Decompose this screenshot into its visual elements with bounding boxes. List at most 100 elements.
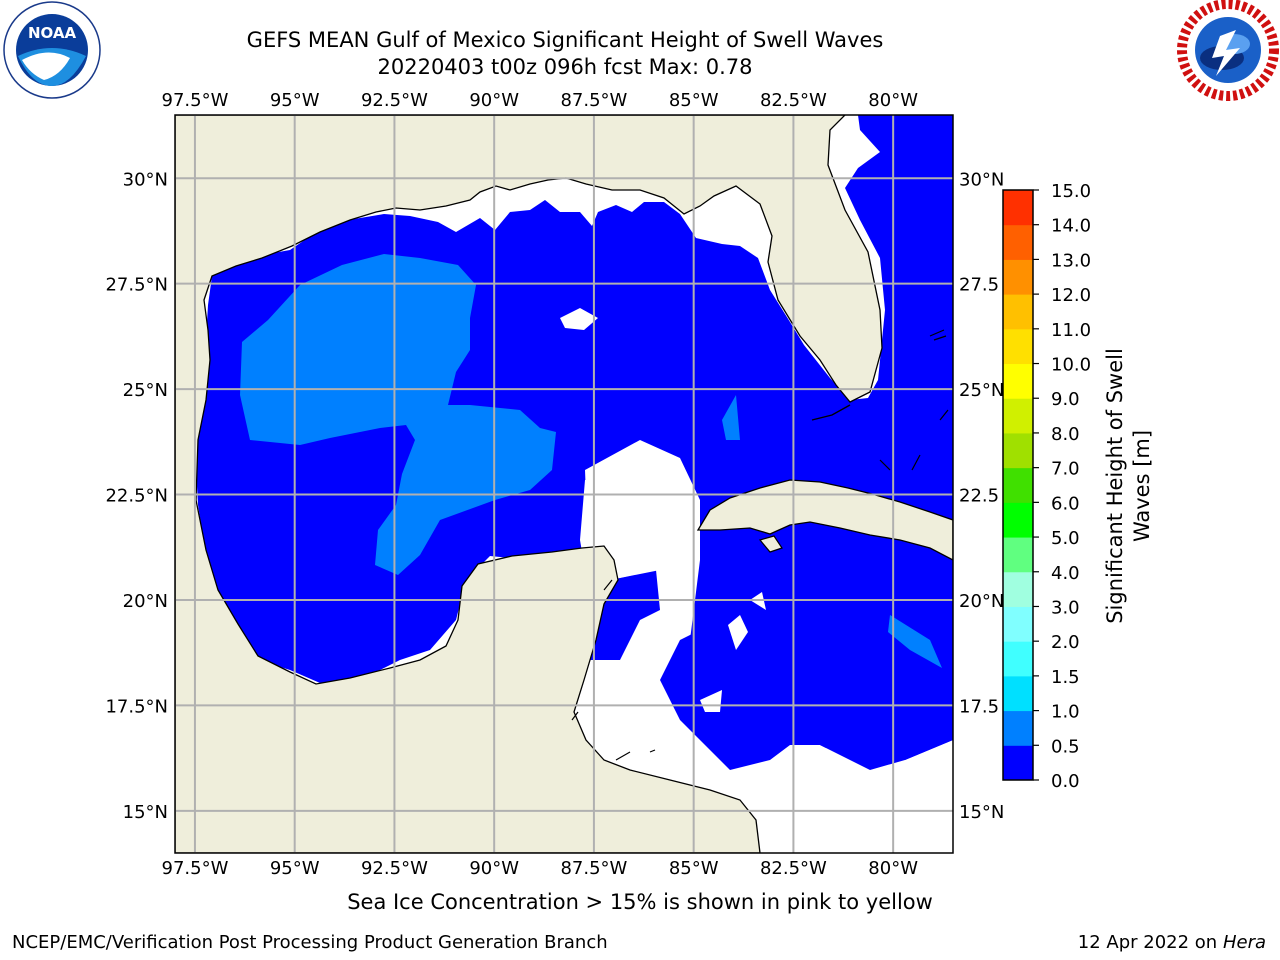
- lat-tick-label-left: 30°N: [123, 169, 168, 190]
- colorbar-segment: [1003, 537, 1033, 573]
- colorbar-segment: [1003, 467, 1033, 503]
- colorbar-tick-label: 0.5: [1051, 736, 1080, 757]
- lat-tick-label-left: 22.5°N: [105, 486, 168, 507]
- colorbar-label-line2: Waves [m]: [1130, 430, 1154, 542]
- colorbar-segment: [1003, 224, 1033, 260]
- colorbar-tick-label: 5.0: [1051, 528, 1080, 549]
- colorbar-segment: [1003, 502, 1033, 538]
- colorbar-tick-label: 1.5: [1051, 667, 1080, 688]
- chart-subtitle: 20220403 t00z 096h fcst Max: 0.78: [377, 55, 753, 79]
- lat-tick-label-left: 20°N: [123, 591, 168, 612]
- lon-tick-label-top: 97.5°W: [162, 90, 229, 111]
- footer-date-text: 12 Apr 2022 on: [1077, 932, 1218, 953]
- lon-labels-bottom: 97.5°W 95°W 92.5°W 90°W 87.5°W 85°W 82.5°W 80°W: [162, 858, 919, 879]
- colorbar-tick-label: 0.0: [1051, 771, 1080, 792]
- lat-tick-label-right: 15°N: [959, 802, 1004, 823]
- lon-tick-label-bottom: 95°W: [270, 858, 320, 879]
- land-cuba: [696, 479, 953, 561]
- colorbar-segment: [1003, 294, 1033, 330]
- colorbar-segment: [1003, 641, 1033, 677]
- lon-tick-label-top: 80°W: [868, 90, 918, 111]
- lat-tick-label-left: 15°N: [123, 802, 168, 823]
- lat-tick-label-right: 17.5: [959, 696, 999, 717]
- noaa-logo: NOAA: [3, 1, 101, 99]
- footer-date: 12 Apr 2022 on Hera: [1078, 932, 1266, 953]
- white-gap-3: [728, 615, 748, 650]
- colorbar-tick-label: 1.0: [1051, 702, 1080, 723]
- colorbar-tick-label: 3.0: [1051, 597, 1080, 618]
- colorbar-segment: [1003, 328, 1033, 365]
- colorbar-tick-label: 13.0: [1051, 250, 1091, 271]
- colorbar-segment: [1003, 745, 1033, 781]
- caribbean-swell-patch: [660, 620, 953, 770]
- map-frame: [174, 114, 954, 854]
- colorbar-segment: [1003, 675, 1033, 712]
- lon-tick-label-top: 85°W: [669, 90, 719, 111]
- colorbar-tick-label: 8.0: [1051, 424, 1080, 445]
- lat-tick-label-left: 27.5°N: [105, 275, 168, 296]
- lon-tick-label-bottom: 92.5°W: [361, 858, 428, 879]
- colorbar-segment: [1003, 398, 1033, 434]
- land-keys: [811, 404, 851, 421]
- lat-tick-label-right: 30°N: [959, 169, 1004, 190]
- map-gridlines: [175, 115, 953, 853]
- colorbar-segment: [1003, 710, 1033, 746]
- colorbar-segment: [1003, 363, 1033, 399]
- lon-tick-label-bottom: 85°W: [669, 858, 719, 879]
- white-gap-4: [700, 690, 722, 712]
- nws-logo: [1177, 0, 1279, 101]
- lat-labels-right: 30°N 27.5 25°N 22.5 20°N 17.5 15°N: [959, 169, 1004, 823]
- colorbar-tick-label: 11.0: [1051, 320, 1091, 341]
- colorbar-tick-label: 7.0: [1051, 459, 1080, 480]
- lat-tick-label-left: 25°N: [123, 380, 168, 401]
- colorbar-tick-label: 14.0: [1051, 216, 1091, 237]
- land-cozumel: [571, 579, 656, 761]
- colorbar-segment: [1003, 432, 1033, 469]
- lon-tick-label-top: 90°W: [469, 90, 519, 111]
- lat-tick-label-right: 20°N: [959, 591, 1004, 612]
- colorbar-segment: [1003, 190, 1033, 226]
- lon-tick-label-bottom: 97.5°W: [162, 858, 229, 879]
- colorbar-tick-label: 12.0: [1051, 285, 1091, 306]
- colorbar: 0.0 0.5 1.0 1.5 2.0 3.0 4.0 5.0 6.0 7.0 8.0 9.0 10.0…: [1002, 181, 1091, 792]
- lon-tick-label-bottom: 90°W: [469, 858, 519, 879]
- lat-tick-label-right: 25°N: [959, 380, 1004, 401]
- colorbar-tick-label: 15.0: [1051, 181, 1091, 202]
- land-bahamas: [879, 329, 949, 471]
- footer-credit: NCEP/EMC/Verification Post Processing Pr…: [12, 932, 608, 953]
- lon-tick-label-bottom: 87.5°W: [560, 858, 627, 879]
- lat-tick-label-right: 22.5: [959, 486, 999, 507]
- lon-tick-label-bottom: 80°W: [868, 858, 918, 879]
- colorbar-tick-label: 2.0: [1051, 632, 1080, 653]
- colorbar-tick-label: 9.0: [1051, 389, 1080, 410]
- colorbar-segment: [1003, 571, 1033, 607]
- map-area: [175, 115, 953, 853]
- sea-ice-note-text: Sea Ice Concentration > 15% is shown in …: [347, 890, 933, 914]
- colorbar-frame: [1002, 189, 1034, 781]
- florida-channel-light: [722, 395, 740, 440]
- footer-host: Hera: [1222, 932, 1266, 953]
- lon-tick-label-top: 92.5°W: [361, 90, 428, 111]
- lon-labels-top: 97.5°W 95°W 92.5°W 90°W 87.5°W 85°W 82.5°W 80°W: [162, 90, 919, 111]
- lat-labels-left: 30°N 27.5°N 25°N 22.5°N 20°N 17.5°N 15°N: [105, 169, 168, 823]
- lat-tick-label-right: 27.5: [959, 275, 999, 296]
- white-gap-2: [560, 308, 598, 330]
- white-gap-5: [750, 592, 766, 610]
- chart-title: GEFS MEAN Gulf of Mexico Significant Hei…: [246, 28, 884, 52]
- lon-tick-label-top: 82.5°W: [760, 90, 827, 111]
- colorbar-label-line1: Significant Height of Swell: [1103, 348, 1127, 624]
- colorbar-segment: [1003, 606, 1033, 642]
- lon-tick-label-bottom: 82.5°W: [760, 858, 827, 879]
- sea-ice-note: Sea Ice Concentration > 15% is shown in …: [0, 890, 1280, 914]
- colorbar-segment: [1003, 259, 1033, 295]
- lat-tick-label-left: 17.5°N: [105, 696, 168, 717]
- colorbar-tick-label: 6.0: [1051, 493, 1080, 514]
- lon-tick-label-top: 87.5°W: [560, 90, 627, 111]
- lon-tick-label-top: 95°W: [270, 90, 320, 111]
- noaa-logo-text: NOAA: [28, 24, 77, 42]
- land-isla-juventud: [758, 535, 783, 553]
- colorbar-tick-label: 10.0: [1051, 355, 1091, 376]
- colorbar-tick-label: 4.0: [1051, 563, 1080, 584]
- east-caribbean-light: [888, 615, 942, 668]
